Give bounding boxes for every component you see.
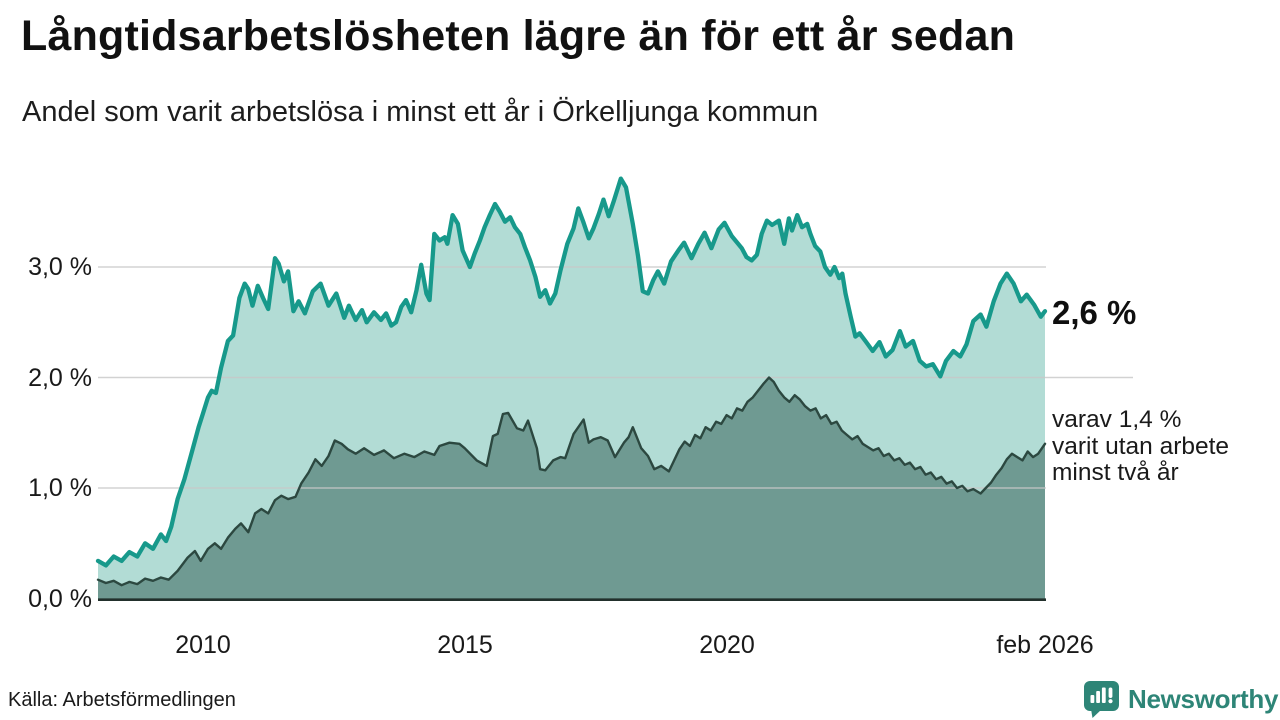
secondary-annotation-line1: varav 1,4 % [1052, 406, 1182, 433]
secondary-annotation-line2: varit utan arbete [1052, 432, 1230, 460]
latest-value-label: 2,6 % [1052, 294, 1137, 331]
y-tick-label: 0,0 % [28, 585, 92, 613]
secondary-annotation-line3: minst två år [1052, 459, 1179, 486]
y-tick-label: 3,0 % [28, 253, 92, 281]
source-attribution: Källa: Arbetsförmedlingen [8, 689, 236, 711]
x-tick-label: 2015 [437, 631, 493, 659]
newsworthy-wordmark: Newsworthy [1128, 683, 1279, 714]
secondary-value-annotation: varav 1,4 % varit utan arbete minst två … [1052, 406, 1230, 487]
x-tick-label: feb 2026 [996, 631, 1094, 659]
y-tick-label: 1,0 % [28, 474, 92, 502]
newsworthy-logo: Newsworthy [1083, 680, 1278, 718]
x-tick-label: 2010 [175, 631, 231, 659]
series-line-total [95, 176, 1048, 568]
page-title: Långtidsarbetslösheten lägre än för ett … [21, 12, 1016, 60]
newsworthy-bubble-icon [1084, 681, 1119, 718]
y-tick-label: 2,0 % [28, 364, 92, 392]
x-tick-label: 2020 [699, 631, 755, 659]
series-line-two-years [96, 376, 1047, 587]
page-subtitle: Andel som varit arbetslösa i minst ett å… [22, 96, 819, 128]
